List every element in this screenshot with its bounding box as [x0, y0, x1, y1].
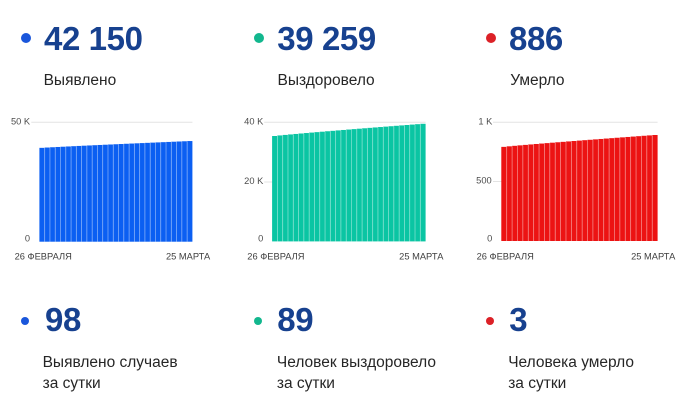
svg-text:0: 0 — [487, 234, 492, 244]
svg-text:26 ФЕВРАЛЯ: 26 ФЕВРАЛЯ — [247, 252, 304, 262]
svg-text:20 K: 20 K — [244, 176, 264, 186]
svg-text:0: 0 — [25, 234, 30, 244]
svg-text:25 МАРТА: 25 МАРТА — [631, 252, 676, 262]
svg-text:25 МАРТА: 25 МАРТА — [399, 252, 444, 262]
svg-text:0: 0 — [258, 234, 263, 244]
svg-text:500: 500 — [476, 176, 492, 186]
svg-text:1 K: 1 K — [478, 116, 493, 126]
svg-text:50 K: 50 K — [11, 116, 31, 126]
svg-text:40 K: 40 K — [244, 116, 264, 126]
svg-text:26 ФЕВРАЛЯ: 26 ФЕВРАЛЯ — [477, 252, 534, 262]
svg-text:26 ФЕВРАЛЯ: 26 ФЕВРАЛЯ — [15, 252, 72, 262]
svg-text:25 МАРТА: 25 МАРТА — [166, 252, 211, 262]
